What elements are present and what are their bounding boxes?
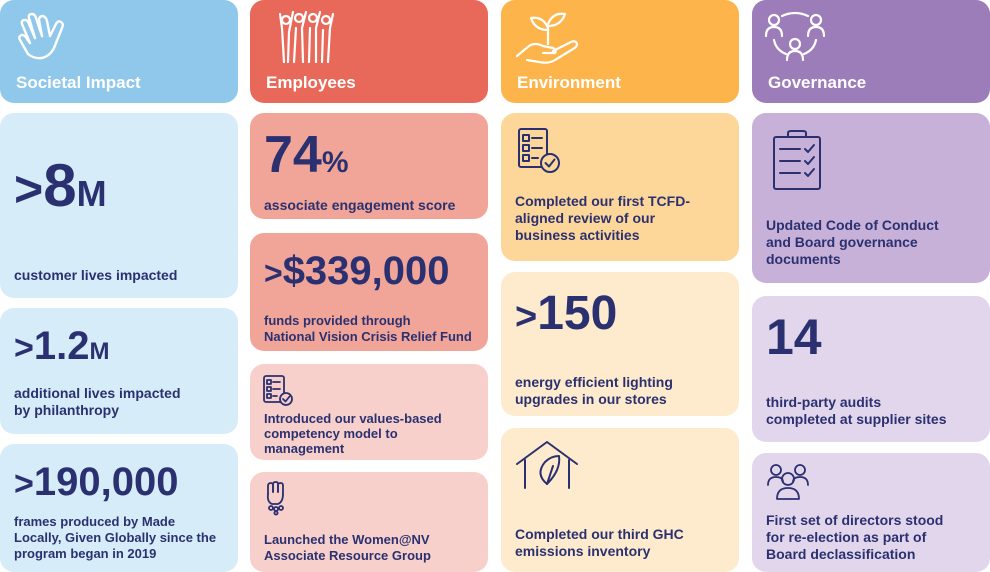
environment-title: Environment bbox=[517, 73, 621, 92]
employees-stat-1-description: associate engagement score bbox=[264, 197, 476, 214]
stat-prefix: > bbox=[14, 329, 34, 367]
description-line: Completed our first TCFD- bbox=[515, 193, 690, 209]
environment-item-1-card: Completed our first TCFD- aligned review… bbox=[501, 113, 739, 261]
employees-item-3-description: Introduced our values-based competency m… bbox=[264, 411, 476, 456]
employees-item-3-card: Introduced our values-based competency m… bbox=[250, 364, 488, 460]
environment-header: Environment bbox=[501, 0, 739, 103]
governance-stat-2-card: 14 third-party audits completed at suppl… bbox=[752, 296, 990, 442]
description-line: emissions inventory bbox=[515, 543, 651, 559]
stat-number: 8 bbox=[43, 152, 77, 219]
stat-number: 150 bbox=[537, 287, 618, 340]
stat-number: 14 bbox=[766, 309, 822, 365]
governance-stat-2-value: 14 bbox=[766, 312, 822, 362]
description-line: completed at supplier sites bbox=[766, 411, 947, 427]
stat-number: $339,000 bbox=[282, 249, 450, 293]
stat-prefix: > bbox=[14, 161, 44, 217]
societal-stat-2-value: >1.2M bbox=[14, 326, 109, 366]
description-line: frames produced by Made bbox=[14, 514, 176, 529]
description-line: program began in 2019 bbox=[14, 546, 157, 561]
description-line: Locally, Given Globally since the bbox=[14, 530, 217, 545]
description-line: associate engagement score bbox=[264, 197, 456, 213]
description-line: funds provided through bbox=[264, 313, 411, 328]
description-line: Associate Resource Group bbox=[264, 548, 431, 563]
stat-suffix: M bbox=[89, 338, 110, 365]
description-line: National Vision Crisis Relief Fund bbox=[264, 329, 472, 344]
societal-stat-1-value: >8M bbox=[14, 156, 107, 216]
employees-title: Employees bbox=[266, 73, 356, 92]
description-line: energy efficient lighting bbox=[515, 374, 673, 390]
description-line: third-party audits bbox=[766, 394, 882, 410]
description-line: First set of directors stood bbox=[766, 512, 944, 528]
description-line: additional lives impacted bbox=[14, 385, 181, 401]
description-line: Board declassification bbox=[766, 546, 916, 562]
environment-item-3-description: Completed our third GHC emissions invent… bbox=[515, 526, 727, 560]
governance-item-3-card: First set of directors stood for re-elec… bbox=[752, 453, 990, 572]
description-line: Completed our third GHC bbox=[515, 526, 684, 542]
stat-number: 190,000 bbox=[33, 460, 179, 504]
governance-item-1-description: Updated Code of Conduct and Board govern… bbox=[766, 217, 978, 268]
stat-prefix: > bbox=[264, 255, 283, 291]
governance-header: Governance bbox=[752, 0, 990, 103]
societal-stat-3-card: >190,000 frames produced by Made Locally… bbox=[0, 444, 238, 572]
societal-impact-title: Societal Impact bbox=[16, 73, 141, 92]
description-line: Introduced our values-based bbox=[264, 411, 442, 426]
societal-stat-1-card: >8M customer lives impacted bbox=[0, 113, 238, 298]
employees-stat-1-value: 74% bbox=[264, 129, 349, 181]
stat-number: 74 bbox=[264, 126, 322, 184]
description-line: Launched the Women@NV bbox=[264, 532, 430, 547]
environment-item-3-card: Completed our third GHC emissions invent… bbox=[501, 428, 739, 572]
environment-stat-2-card: >150 energy efficient lighting upgrades … bbox=[501, 272, 739, 416]
societal-stat-3-description: frames produced by Made Locally, Given G… bbox=[14, 514, 226, 562]
societal-stat-2-description: additional lives impacted by philanthrop… bbox=[14, 385, 226, 419]
governance-item-3-description: First set of directors stood for re-elec… bbox=[766, 512, 978, 563]
environment-stat-2-description: energy efficient lighting upgrades in ou… bbox=[515, 374, 727, 408]
employees-header: Employees bbox=[250, 0, 488, 103]
employees-item-4-description: Launched the Women@NV Associate Resource… bbox=[264, 532, 476, 564]
employees-stat-2-card: >$339,000 funds provided through Nationa… bbox=[250, 233, 488, 351]
stat-suffix: % bbox=[321, 146, 349, 179]
employees-stat-2-description: funds provided through National Vision C… bbox=[264, 313, 476, 345]
environment-item-1-description: Completed our first TCFD- aligned review… bbox=[515, 193, 727, 244]
description-line: by philanthropy bbox=[14, 402, 119, 418]
description-line: upgrades in our stores bbox=[515, 391, 667, 407]
description-line: business activities bbox=[515, 227, 640, 243]
stat-suffix: M bbox=[76, 173, 107, 214]
description-line: customer lives impacted bbox=[14, 267, 178, 283]
description-line: competency model to bbox=[264, 426, 398, 441]
governance-title: Governance bbox=[768, 73, 867, 92]
employees-stat-2-value: >$339,000 bbox=[264, 251, 450, 291]
environment-stat-2-value: >150 bbox=[515, 290, 617, 338]
employees-stat-1-card: 74% associate engagement score bbox=[250, 113, 488, 219]
employees-item-4-card: Launched the Women@NV Associate Resource… bbox=[250, 472, 488, 572]
stat-prefix: > bbox=[14, 465, 34, 503]
societal-stat-3-value: >190,000 bbox=[14, 462, 178, 502]
description-line: for re-election as part of bbox=[766, 529, 927, 545]
description-line: documents bbox=[766, 251, 841, 267]
societal-stat-2-card: >1.2M additional lives impacted by phila… bbox=[0, 308, 238, 434]
societal-impact-header: Societal Impact bbox=[0, 0, 238, 103]
stat-number: 1.2 bbox=[33, 324, 90, 368]
description-line: management bbox=[264, 441, 345, 456]
description-line: Updated Code of Conduct bbox=[766, 217, 939, 233]
governance-item-1-card: Updated Code of Conduct and Board govern… bbox=[752, 113, 990, 283]
societal-stat-1-description: customer lives impacted bbox=[14, 267, 226, 284]
description-line: aligned review of our bbox=[515, 210, 656, 226]
stat-prefix: > bbox=[515, 296, 538, 338]
governance-stat-2-description: third-party audits completed at supplier… bbox=[766, 394, 978, 428]
description-line: and Board governance bbox=[766, 234, 918, 250]
